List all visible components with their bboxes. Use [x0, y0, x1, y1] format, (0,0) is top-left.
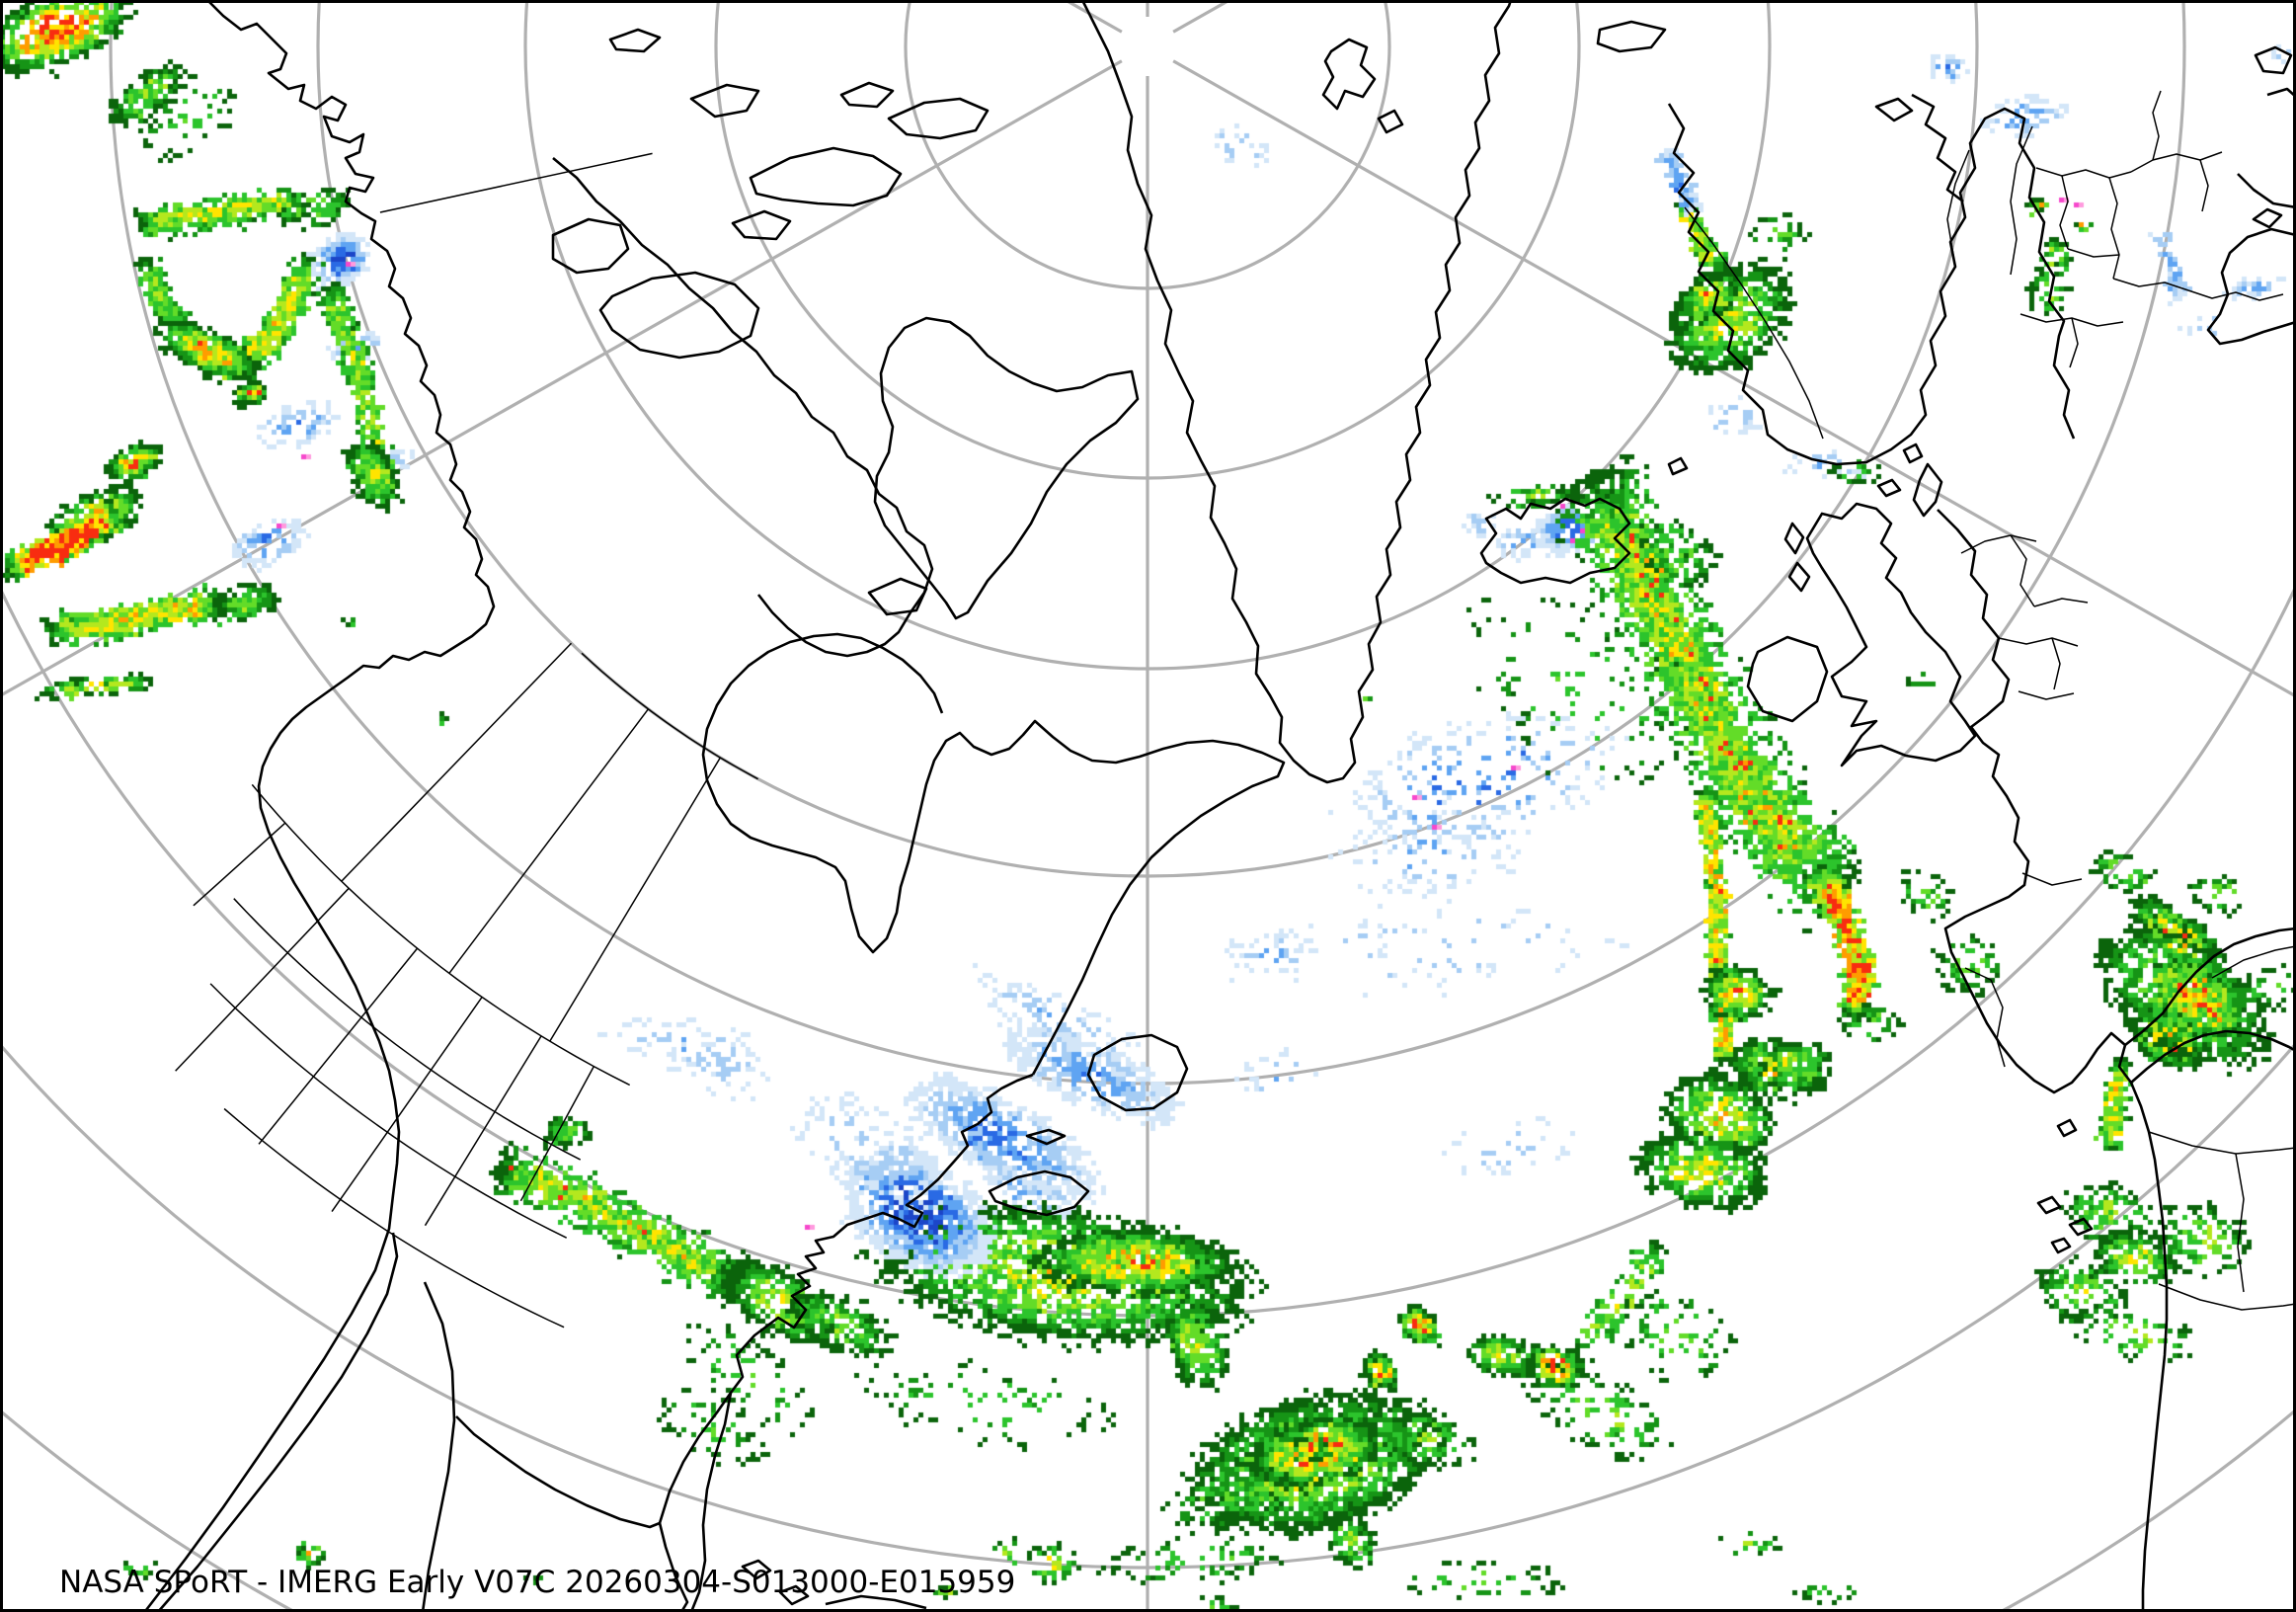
coastlines: [144, 0, 2296, 1612]
political-borders: [175, 90, 2296, 1329]
product-caption: NASA SPoRT - IMERG Early V07C 20260304-S…: [59, 1565, 1015, 1600]
